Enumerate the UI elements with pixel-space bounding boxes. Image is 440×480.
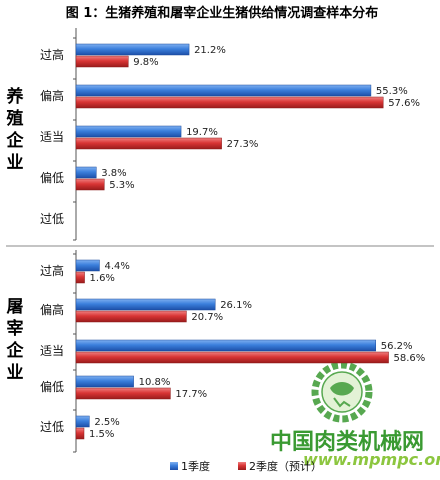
watermark-logo — [311, 361, 373, 423]
bar-series1 — [75, 415, 90, 428]
data-label: 1.6% — [90, 273, 115, 284]
bar-series1 — [75, 43, 190, 56]
bar-series2 — [75, 55, 129, 68]
chart-title: 图 1：生猪养殖和屠宰企业生猪供给情况调查样本分布 — [66, 5, 379, 21]
group-label-char: 业 — [7, 363, 24, 383]
legend-label-series2: 2季度（预计） — [249, 459, 322, 473]
bar-series1 — [75, 298, 216, 311]
data-label: 27.3% — [227, 139, 259, 150]
bar-series2 — [75, 387, 171, 400]
bar-series1 — [75, 125, 182, 138]
group-label-char: 养 — [6, 86, 25, 107]
data-label: 2.5% — [94, 417, 119, 428]
data-label: 10.8% — [139, 377, 171, 388]
bar-series2 — [75, 96, 384, 109]
data-label: 58.6% — [394, 353, 426, 364]
category-label: 适当 — [40, 130, 64, 144]
bar-series2 — [75, 178, 105, 191]
category-label: 偏高 — [40, 302, 64, 317]
data-label: 21.2% — [194, 45, 226, 56]
legend: 1季度 2季度（预计） — [170, 459, 322, 473]
data-label: 57.6% — [388, 98, 420, 109]
category-label: 过低 — [40, 212, 64, 226]
data-label: 55.3% — [376, 86, 408, 97]
legend-swatch-series2 — [238, 462, 246, 470]
group-label-char: 殖 — [7, 108, 24, 129]
bar-series2 — [75, 310, 187, 323]
category-label: 过高 — [40, 263, 64, 278]
category-label: 过低 — [40, 420, 64, 434]
bar-series1 — [75, 84, 372, 97]
data-label: 1.5% — [89, 429, 114, 440]
category-label: 偏低 — [40, 379, 64, 394]
group-label-char: 宰 — [7, 318, 24, 339]
data-label: 4.4% — [104, 261, 129, 272]
group-label-char: 屠 — [7, 297, 24, 317]
bar-series1 — [75, 375, 134, 388]
bar-series1 — [75, 166, 97, 179]
data-label: 26.1% — [220, 300, 252, 311]
group-label-char: 业 — [7, 153, 24, 173]
data-label: 17.7% — [175, 389, 207, 400]
data-label: 9.8% — [133, 57, 158, 68]
category-label: 适当 — [40, 344, 64, 358]
bar-series1 — [75, 339, 376, 352]
watermark-site-name: 中国肉类机械网 — [270, 430, 424, 455]
bar-series2 — [75, 137, 222, 150]
data-label: 3.8% — [101, 168, 126, 179]
category-label: 偏高 — [40, 88, 64, 103]
group-label-char: 企 — [6, 130, 25, 151]
data-label: 19.7% — [186, 127, 218, 138]
watermark-url: www.mpmpc.org — [303, 450, 440, 469]
data-label: 5.3% — [109, 180, 134, 191]
category-label: 偏低 — [40, 170, 64, 185]
bar-series1 — [75, 259, 100, 272]
legend-label-series1: 1季度 — [181, 459, 210, 473]
legend-swatch-series1 — [170, 462, 178, 470]
bar-series2 — [75, 427, 85, 440]
group-label-char: 企 — [6, 340, 25, 361]
data-label: 20.7% — [191, 312, 223, 323]
category-label: 过高 — [40, 47, 64, 62]
data-label: 56.2% — [381, 341, 413, 352]
bar-series2 — [75, 351, 389, 364]
bar-series2 — [75, 271, 85, 284]
